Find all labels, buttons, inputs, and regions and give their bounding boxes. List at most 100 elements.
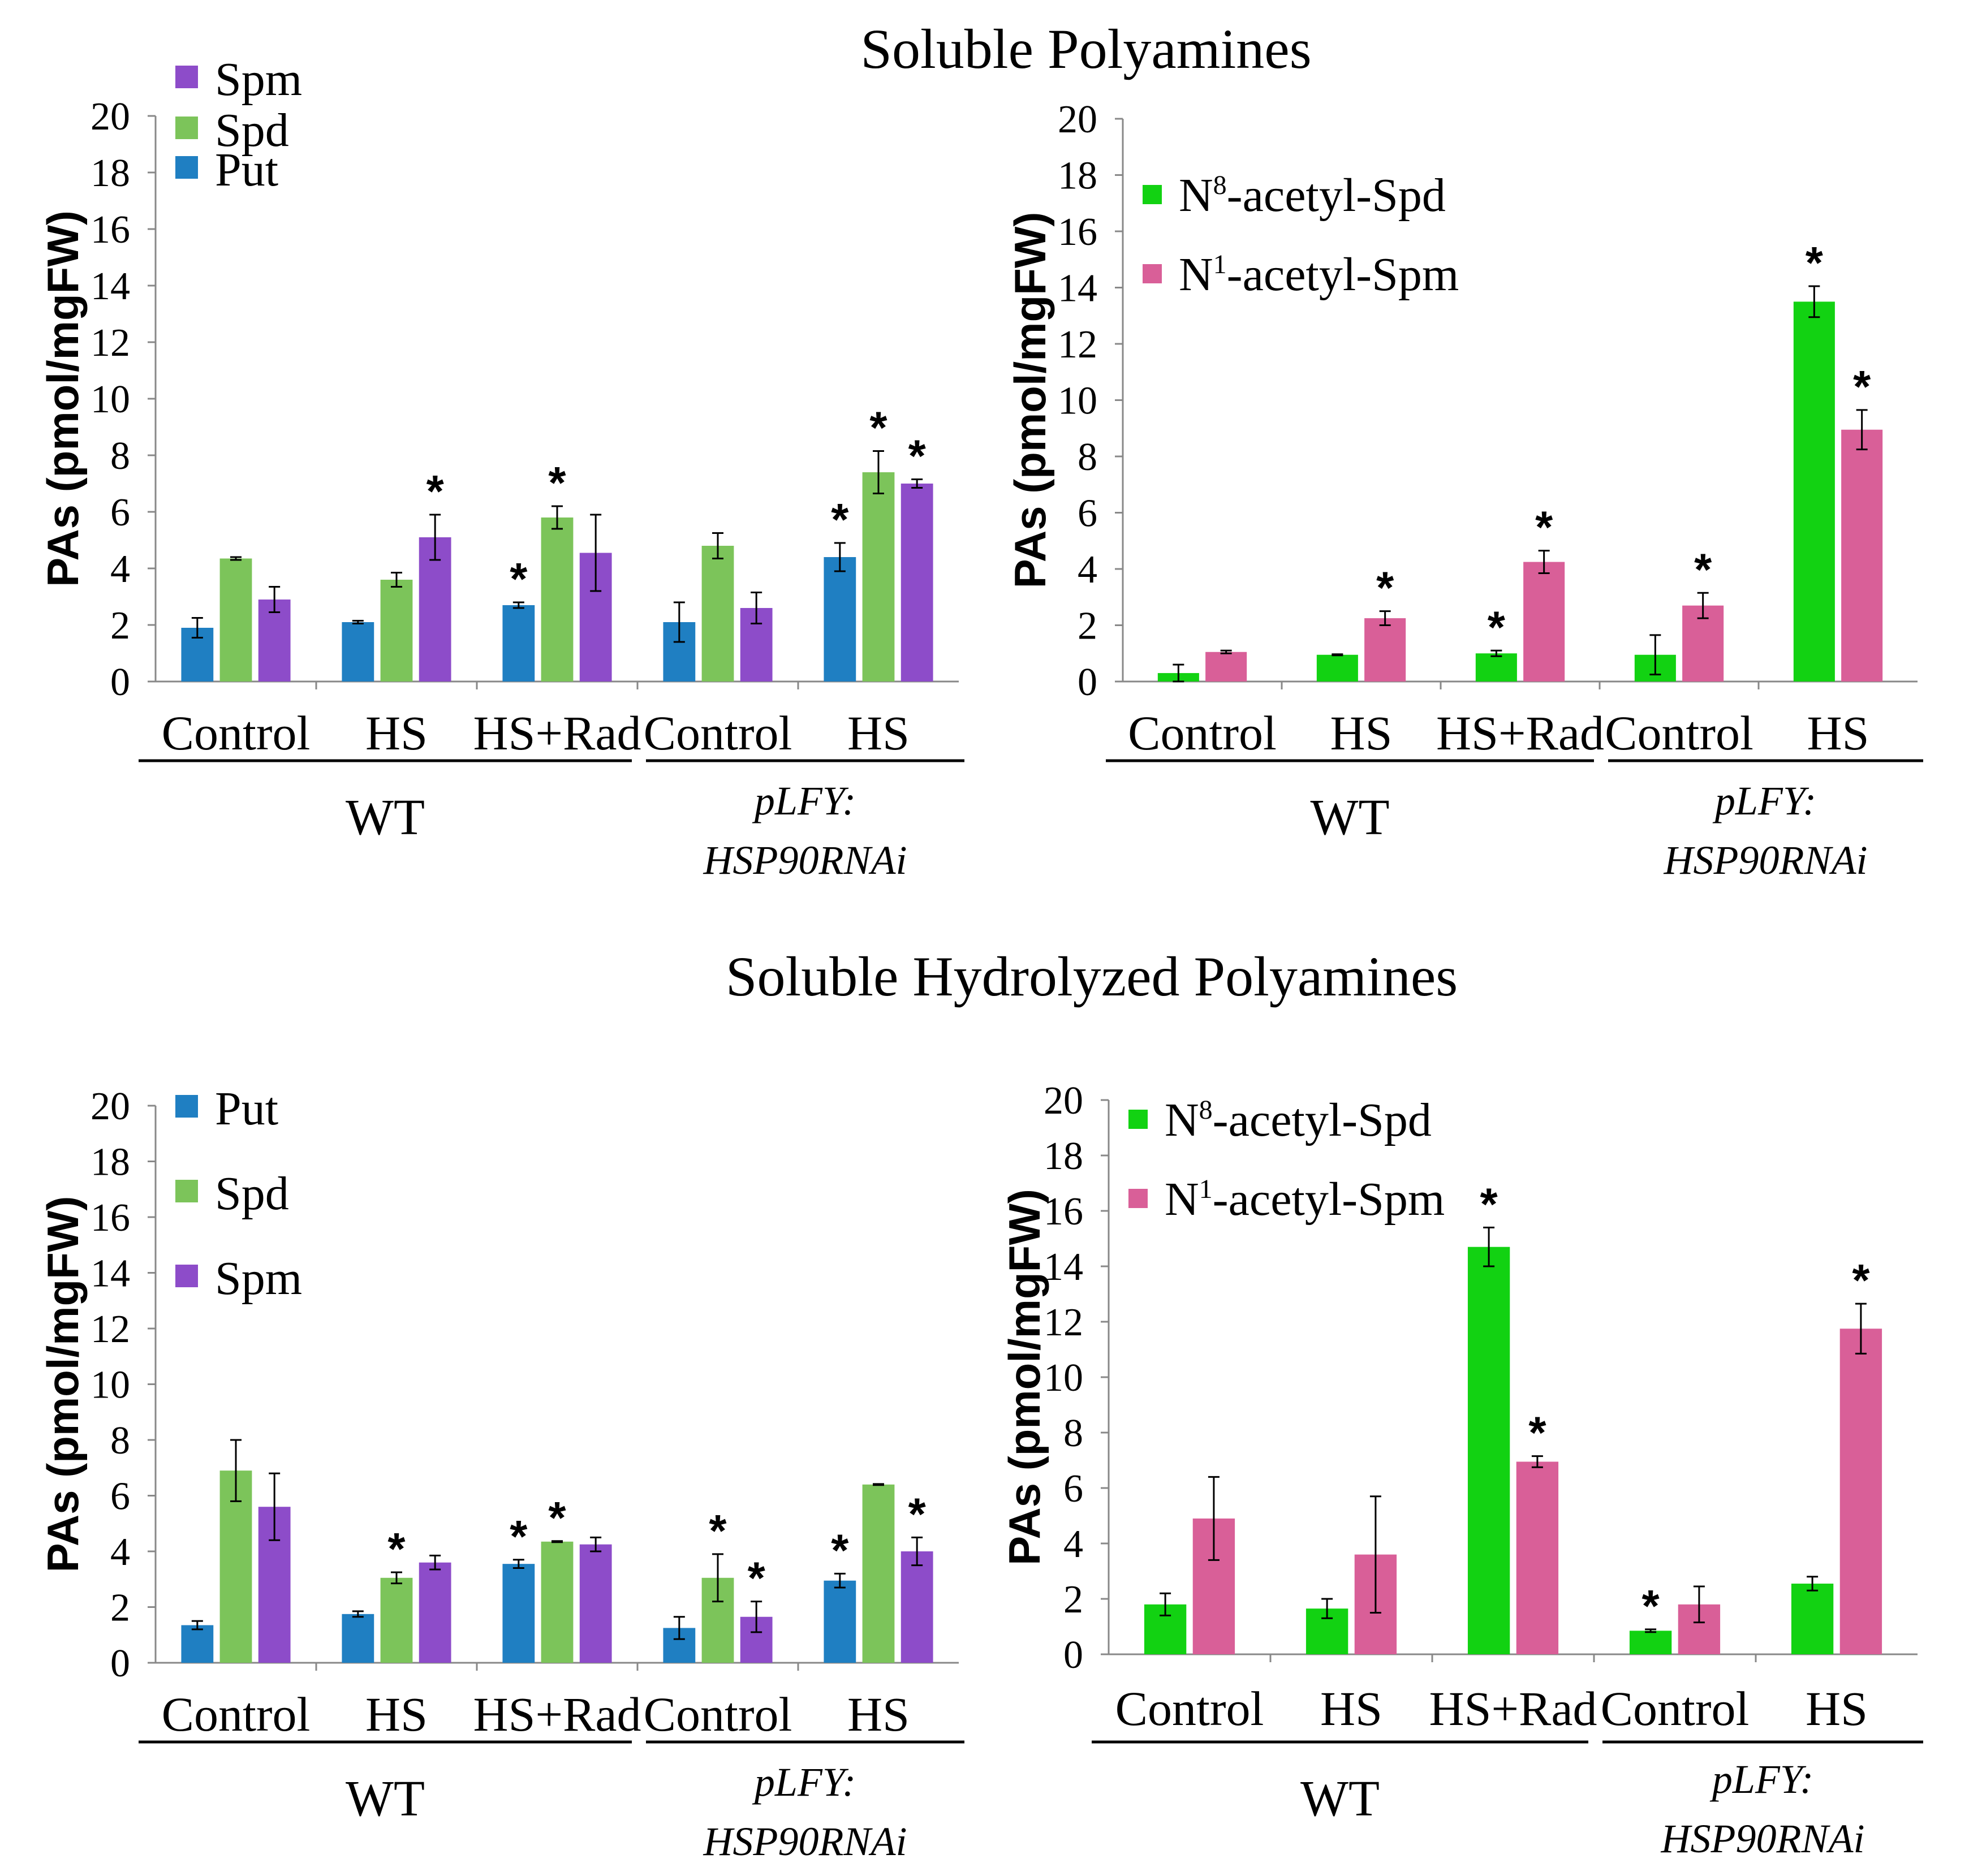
significance-star: * (831, 1525, 849, 1575)
group-label-line: pLFY: (752, 778, 856, 823)
y-tick-label: 16 (1044, 1190, 1083, 1234)
y-tick-label: 20 (1058, 98, 1097, 141)
bar (579, 1544, 612, 1663)
y-tick-label: 18 (1044, 1135, 1083, 1178)
x-category-label: Control (1115, 1681, 1264, 1736)
y-tick-label: 4 (1063, 1523, 1083, 1566)
group-label-line: HSP90RNAi (1664, 838, 1868, 883)
group-label-line: pLFY: (1712, 778, 1816, 823)
legend-label: N8-acetyl-Spd (1179, 169, 1446, 222)
legend-label: Put (215, 1083, 278, 1135)
legend-label: Spm (215, 53, 302, 106)
significance-star: * (548, 458, 566, 508)
bar (1629, 1631, 1672, 1654)
y-tick-label: 20 (91, 1085, 130, 1128)
y-tick-label: 8 (1078, 435, 1097, 479)
legend-swatch (175, 66, 198, 88)
significance-star: * (1528, 1408, 1546, 1458)
y-tick-label: 16 (91, 1196, 130, 1240)
x-category-label: Control (162, 706, 311, 760)
y-tick-label: 16 (1058, 210, 1097, 254)
y-tick-label: 14 (91, 1252, 130, 1296)
significance-star: * (387, 1524, 406, 1574)
y-tick-label: 4 (1078, 548, 1097, 592)
y-tick-label: 6 (110, 491, 130, 534)
significance-star: * (908, 1489, 927, 1539)
x-category-label: HS (365, 1687, 428, 1741)
bar (862, 472, 895, 682)
group-label: WT (346, 1771, 425, 1827)
bar (1475, 653, 1517, 682)
significance-star: * (908, 431, 927, 481)
y-tick-label: 0 (110, 1642, 130, 1685)
bar (342, 622, 374, 682)
group-label-line: HSP90RNAi (703, 838, 907, 883)
bar (1205, 652, 1247, 682)
x-category-label: HS+Rad (1436, 706, 1604, 760)
group-label-line: HSP90RNAi (703, 1819, 907, 1864)
x-category-label: Control (162, 1687, 311, 1741)
x-category-label: HS+Rad (1429, 1681, 1597, 1736)
bar (1791, 1584, 1834, 1654)
x-category-label: Control (644, 706, 792, 760)
group-label: WT (346, 790, 425, 846)
x-category-label: HS+Rad (473, 706, 641, 760)
legend-swatch (1128, 1110, 1148, 1129)
bar (824, 1580, 856, 1663)
y-tick-label: 20 (91, 95, 130, 139)
y-axis-label: PAs (pmol/mgFW) (38, 1196, 88, 1573)
group-label-line: pLFY: (752, 1759, 856, 1805)
significance-star: * (748, 1553, 766, 1603)
y-axis-label: PAs (pmol/mgFW) (38, 210, 88, 587)
y-tick-label: 18 (91, 152, 130, 195)
x-category-label: HS (847, 1687, 910, 1741)
section-title-soluble: Soluble Polyamines (860, 18, 1311, 80)
y-tick-label: 20 (1044, 1079, 1083, 1123)
x-category-label: Control (1605, 706, 1753, 760)
group-label-line: pLFY: (1709, 1757, 1813, 1802)
bar (1793, 301, 1835, 682)
chart-panel-hydrolyzed-acetyl: 0 2 4 6 8 10 12 14 16 18 20 PAs (pmol/mgFW) * * * * Cont… (999, 1079, 1923, 1861)
y-tick-label: 2 (1063, 1578, 1083, 1621)
y-tick-label: 2 (110, 1586, 130, 1630)
legend-label: N1-acetyl-Spm (1165, 1173, 1445, 1226)
bar (541, 1541, 574, 1663)
significance-star: * (1535, 502, 1553, 553)
legend-swatch (175, 1265, 198, 1287)
y-tick-label: 12 (1058, 323, 1097, 366)
chart-panel-soluble-polyamines: 0 2 4 6 8 10 12 14 16 18 20 PAs (pmol/mgFW) * * * * * * Co… (38, 53, 964, 883)
bar (219, 1470, 252, 1663)
bar (342, 1614, 374, 1663)
x-category-label: HS (1330, 706, 1393, 760)
bar (901, 1551, 933, 1663)
bar (1523, 562, 1565, 682)
y-tick-label: 16 (91, 208, 130, 252)
significance-star: * (510, 554, 528, 604)
y-tick-label: 14 (1044, 1245, 1083, 1289)
significance-star: * (1806, 238, 1824, 288)
legend-swatch (175, 156, 198, 179)
y-tick-label: 10 (91, 1364, 130, 1407)
legend-label: Spd (215, 104, 289, 157)
legend-swatch (1128, 1189, 1148, 1208)
bar (862, 1484, 895, 1663)
chart-panel-hydrolyzed-polyamines: 0 2 4 6 8 10 12 14 16 18 20 PAs (pmol/mgFW) * * * * * * * C… (38, 1083, 964, 1864)
group-label: WT (1311, 790, 1390, 846)
y-tick-label: 8 (110, 1419, 130, 1463)
significance-star: * (1853, 361, 1871, 412)
y-tick-label: 2 (1078, 605, 1097, 648)
legend-swatch (1143, 185, 1162, 204)
significance-star: * (1694, 544, 1712, 594)
y-tick-label: 0 (110, 661, 130, 704)
y-tick-label: 18 (1058, 154, 1097, 198)
legend-label: N1-acetyl-Spm (1179, 248, 1459, 301)
bar (380, 1577, 413, 1663)
section-title-hydrolyzed: Soluble Hydrolyzed Polyamines (726, 945, 1458, 1008)
y-tick-label: 10 (1058, 379, 1097, 423)
x-category-label: Control (644, 1687, 792, 1741)
y-tick-label: 14 (91, 265, 130, 308)
y-axis-label: PAs (pmol/mgFW) (1005, 212, 1055, 589)
legend-swatch (175, 1095, 198, 1118)
x-category-label: Control (1128, 706, 1277, 760)
